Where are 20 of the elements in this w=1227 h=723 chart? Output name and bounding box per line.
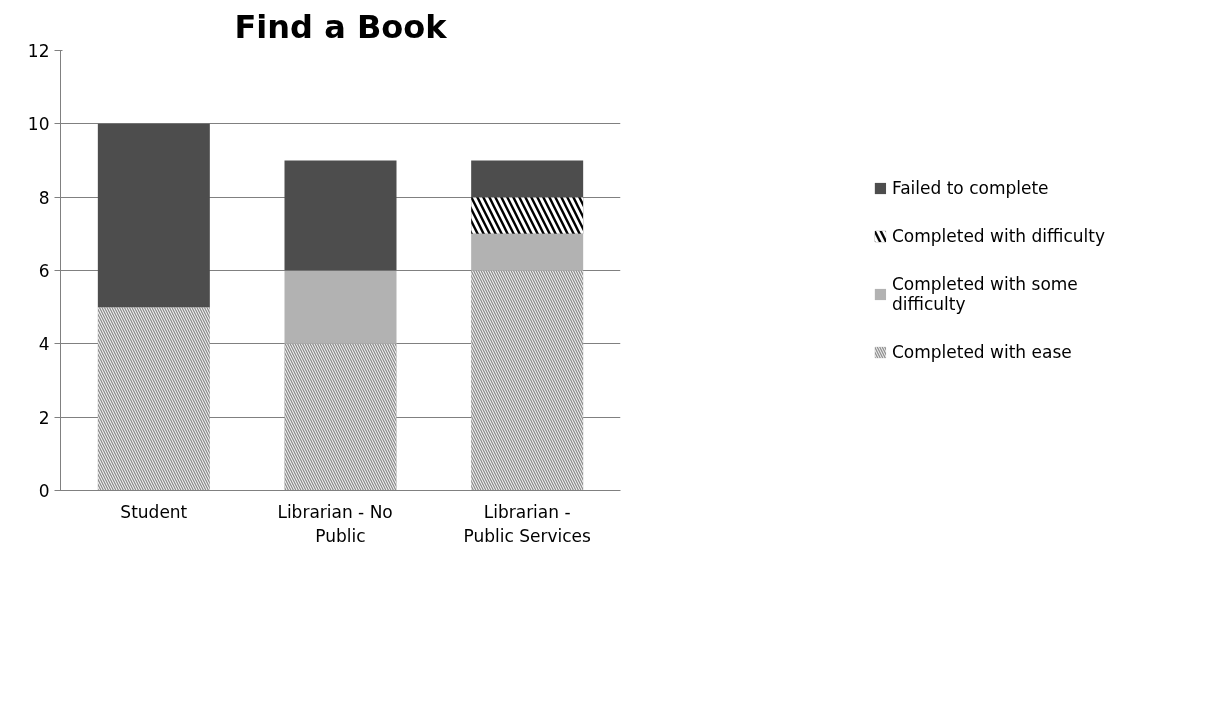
- y-tick-label: 2: [38, 407, 50, 428]
- legend-label: Completed with some difficulty: [891, 274, 1078, 314]
- bar: [284, 270, 397, 344]
- bar: [471, 160, 584, 198]
- legend-label: Completed with difficulty: [891, 226, 1106, 246]
- y-tick-label: 12: [27, 41, 50, 61]
- x-tick-label: Librarian - Public Services: [463, 501, 592, 546]
- bar: [97, 123, 210, 308]
- bar: [471, 233, 584, 271]
- y-tick-label: 0: [38, 481, 50, 501]
- y-tick-label: 6: [38, 261, 50, 281]
- bar: [284, 160, 397, 271]
- y-tick-label: 8: [38, 187, 50, 208]
- y-tick-label: 4: [38, 334, 50, 355]
- chart-title: Find a Book: [234, 7, 448, 46]
- y-tick-label: 10: [27, 114, 50, 135]
- legend-label: Failed to complete: [891, 178, 1049, 198]
- x-tick-label: Student: [120, 501, 188, 522]
- legend-label: Completed with ease: [891, 342, 1072, 362]
- x-tick-label: Librarian - No Public: [277, 501, 393, 546]
